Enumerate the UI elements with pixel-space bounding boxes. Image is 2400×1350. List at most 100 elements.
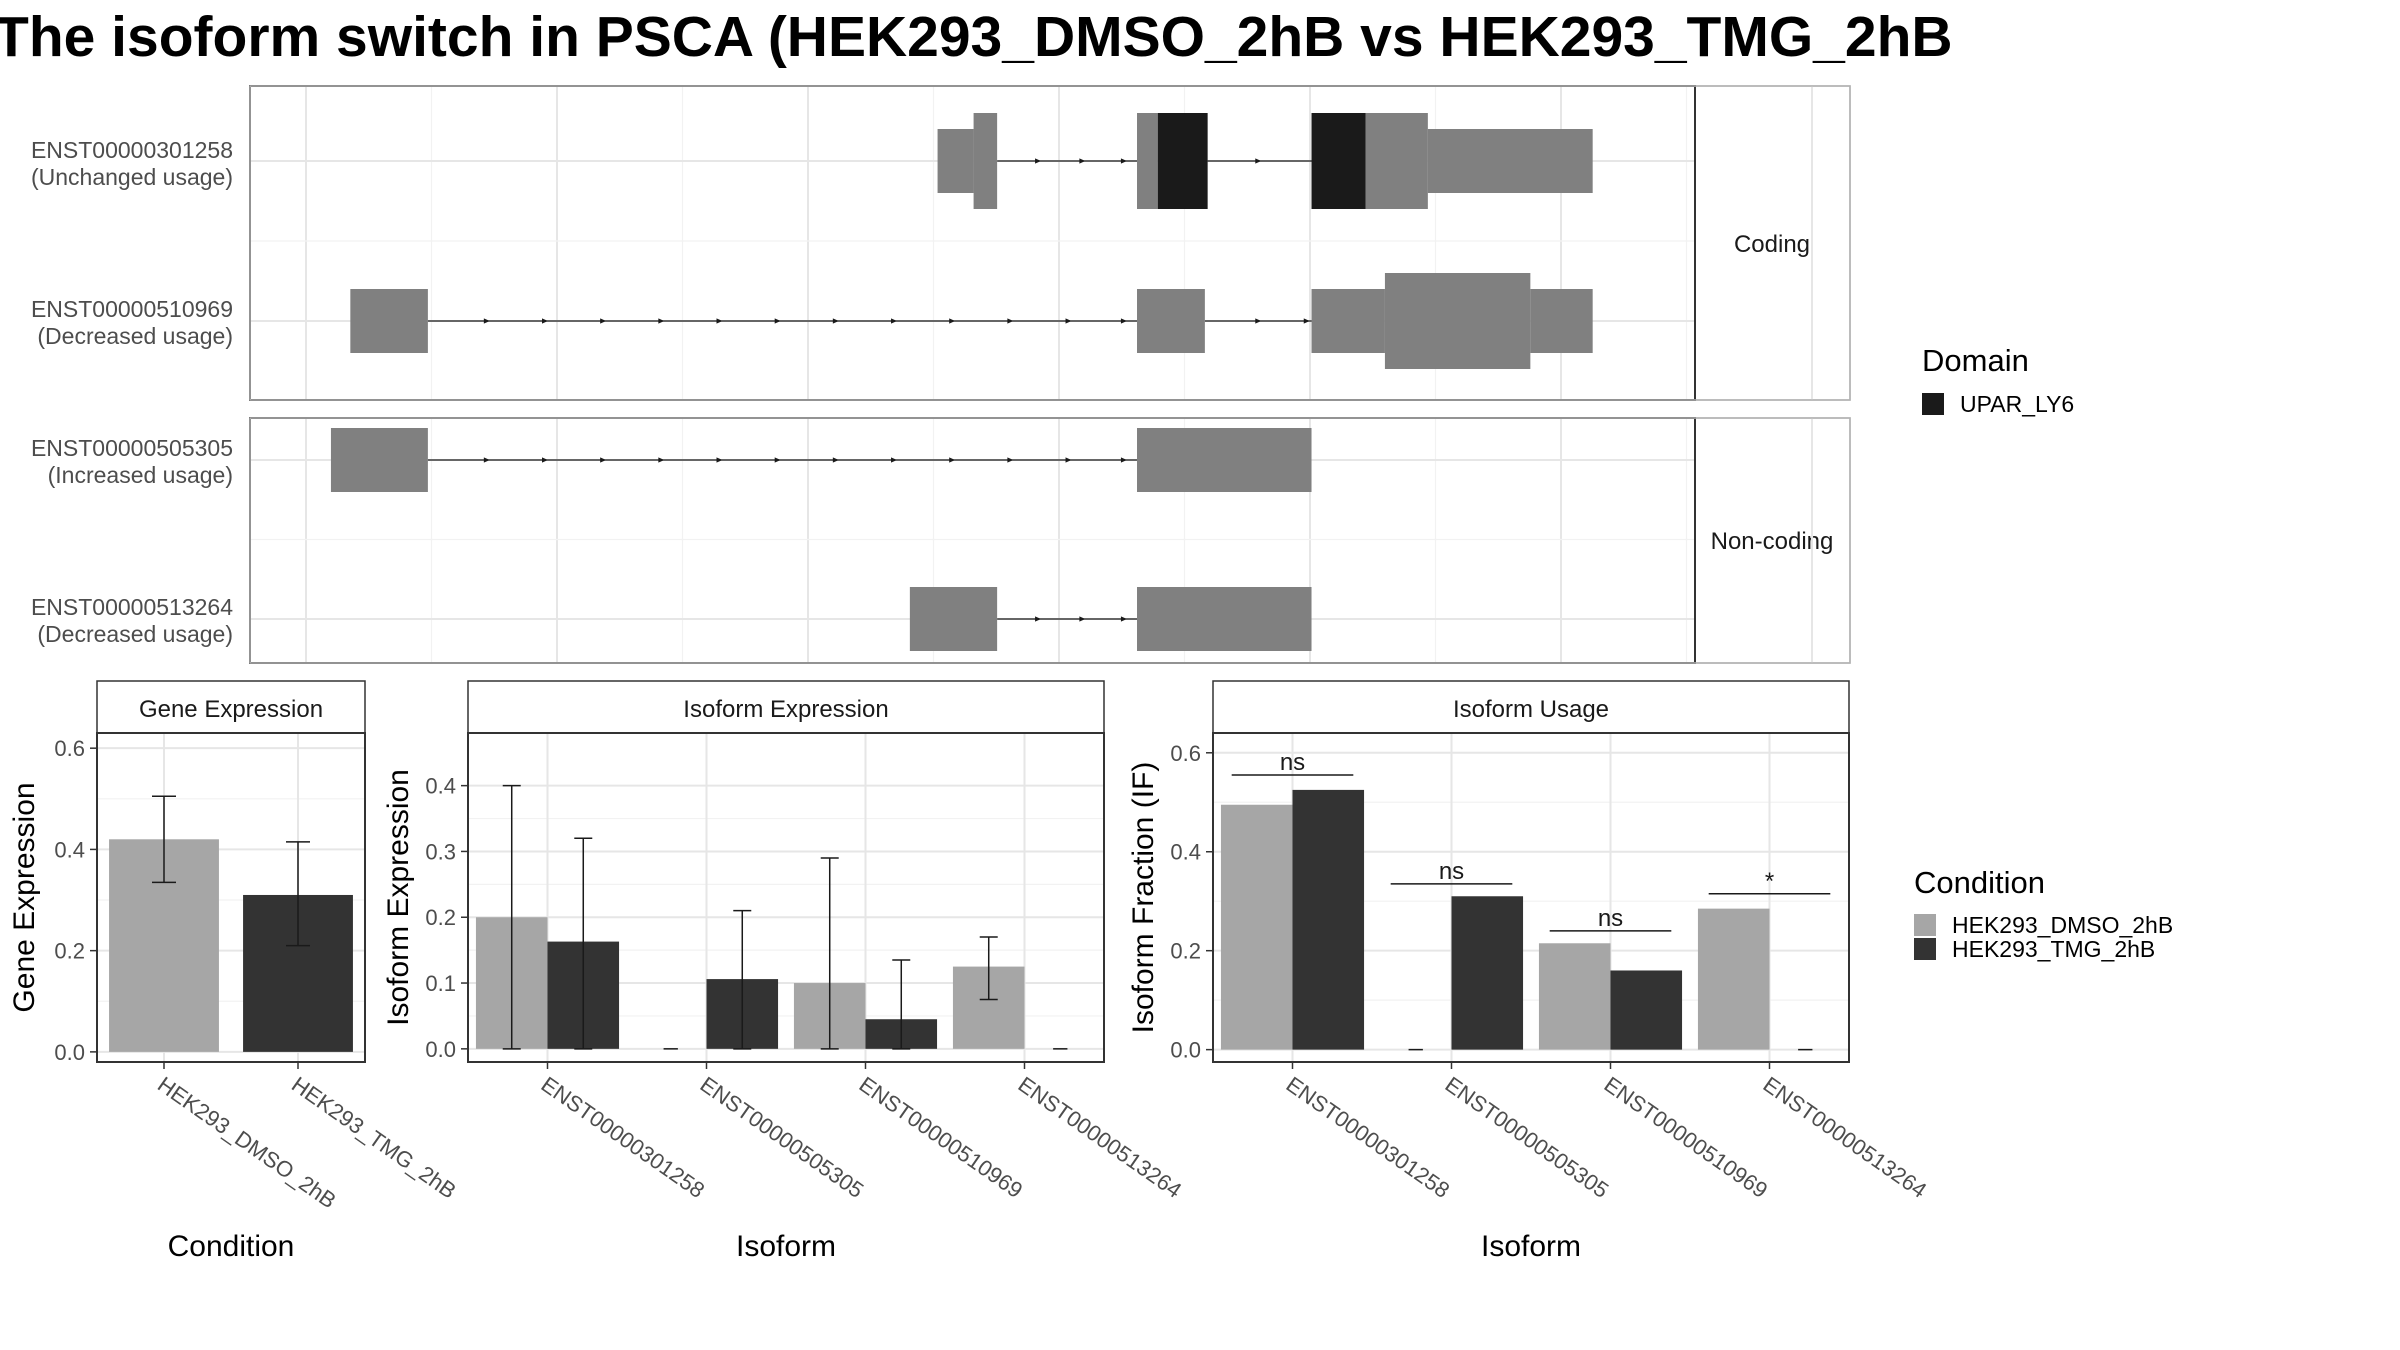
- facet-non-coding: Non-coding: [250, 417, 1851, 664]
- intron-arrow: [1007, 457, 1014, 463]
- x-tick-label: ENST00000505305: [696, 1072, 869, 1203]
- transcript-structure-panel: Coding Non-coding ENST00000301258 (Uncha…: [31, 85, 1851, 664]
- exon: [1427, 129, 1593, 193]
- intron-arrow: [949, 457, 956, 463]
- domain-legend-swatch: [1922, 393, 1944, 415]
- intron-arrow: [600, 318, 607, 324]
- chart-strip-title: Gene Expression: [139, 696, 323, 723]
- intron-arrow: [774, 318, 781, 324]
- x-tick-label: ENST00000301258: [1282, 1072, 1455, 1203]
- intron-arrow: [658, 318, 665, 324]
- figure-title: The isoform switch in PSCA (HEK293_DMSO_…: [0, 5, 1953, 69]
- intron-arrow: [1065, 318, 1072, 324]
- chart-frame: [467, 732, 1105, 1063]
- transcript-labels: ENST00000301258 (Unchanged usage) ENST00…: [31, 137, 233, 647]
- error-bar: [502, 784, 521, 1050]
- exon: [1365, 113, 1428, 209]
- condition-legend: Condition HEK293_DMSO_2hB HEK293_TMG_2hB: [1914, 865, 2173, 962]
- y-tick-label: 0.0: [54, 1040, 85, 1065]
- condition-legend-title: Condition: [1914, 865, 2045, 900]
- transcript-usage-2: (Decreased usage): [37, 323, 233, 349]
- intron-arrow: [891, 318, 898, 324]
- domain-legend-label: UPAR_LY6: [1960, 391, 2074, 417]
- significance-label: *: [1765, 868, 1774, 895]
- error-bar: [733, 909, 752, 1050]
- error-bar: [286, 841, 310, 947]
- intron-arrow: [716, 457, 723, 463]
- intron-arrow: [949, 318, 956, 324]
- x-axis-title: Isoform: [1481, 1230, 1581, 1263]
- x-tick-label: ENST00000513264: [1759, 1072, 1932, 1203]
- x-tick-label: ENST00000510969: [1600, 1072, 1773, 1203]
- y-tick-label: 0.2: [54, 939, 85, 964]
- condition-legend-swatch-1: [1914, 914, 1936, 936]
- facet-non-coding-outline: [249, 417, 1851, 664]
- intron-arrow: [542, 457, 548, 463]
- exon: [1137, 289, 1205, 353]
- transcript-ENST00000513264: [909, 587, 1312, 651]
- intron-arrow: [1079, 616, 1086, 622]
- y-axis-title: Isoform Expression: [382, 769, 415, 1026]
- x-tick-label: ENST00000505305: [1441, 1072, 1614, 1203]
- exon: [350, 289, 428, 353]
- exon: [1137, 113, 1158, 209]
- intron-arrow: [1303, 318, 1310, 324]
- x-axis-title: Isoform: [736, 1230, 836, 1263]
- error-bar: [574, 837, 593, 1050]
- intron-arrow: [1255, 318, 1262, 324]
- domain-legend-title: Domain: [1922, 343, 2029, 378]
- expression-bar-charts: Gene Expression0.00.20.40.6HEK293_DMSO_2…: [8, 680, 1932, 1263]
- error-bar: [979, 936, 998, 1001]
- y-tick-label: 0.6: [54, 736, 85, 761]
- condition-legend-label-1: HEK293_DMSO_2hB: [1952, 912, 2173, 938]
- y-axis-title: Gene Expression: [8, 782, 41, 1012]
- intron-arrow: [600, 457, 607, 463]
- intron-arrow: [716, 318, 723, 324]
- transcript-id-3: ENST00000505305: [31, 435, 233, 461]
- bar: [1610, 970, 1683, 1050]
- significance-label: ns: [1280, 749, 1305, 776]
- intron-arrow: [1120, 318, 1127, 324]
- chart-2: Isoform Expression 0.0 0.1 0.2 0.3 0.4 ENST000…: [382, 680, 1186, 1263]
- intron-arrow: [1065, 457, 1072, 463]
- transcript-usage-3: (Increased usage): [48, 462, 233, 488]
- y-tick-label: 0.1: [425, 971, 456, 996]
- y-tick-label: 0.0: [1170, 1038, 1201, 1063]
- bar: [1292, 789, 1365, 1050]
- intron-arrow: [1079, 158, 1086, 164]
- x-axis-title: Condition: [168, 1230, 295, 1263]
- y-tick-label: 0.4: [425, 774, 456, 799]
- y-tick-label: 0.0: [425, 1037, 456, 1062]
- chart-strip-title: Isoform Expression: [683, 696, 888, 723]
- exon: [909, 587, 998, 651]
- bar: [1697, 908, 1770, 1050]
- transcript-usage-4: (Decreased usage): [37, 621, 233, 647]
- intron-arrow: [832, 457, 839, 463]
- transcript-id-1: ENST00000301258: [31, 137, 233, 163]
- facet-coding: Coding: [250, 85, 1851, 401]
- intron-arrow: [774, 457, 781, 463]
- intron-arrow: [658, 457, 665, 463]
- bar: [1451, 896, 1524, 1050]
- error-bar: [820, 857, 839, 1050]
- intron-arrow: [542, 318, 548, 324]
- bar: [1538, 943, 1611, 1050]
- facet-non-coding-label: Non-coding: [1711, 528, 1834, 555]
- chart-3: Isoform Usage ns ns ns * 0.0 0.2 0.4 0.6 ENST0000…: [1127, 680, 1932, 1263]
- domain-legend: Domain UPAR_LY6: [1922, 343, 2074, 417]
- intron-arrow: [483, 457, 490, 463]
- transcript-ENST00000505305: [330, 428, 1312, 492]
- x-tick-label: ENST00000510969: [855, 1072, 1028, 1203]
- y-tick-label: 0.6: [1170, 741, 1201, 766]
- exon: [1137, 428, 1312, 492]
- intron-arrow: [1035, 616, 1042, 622]
- error-bar: [152, 795, 176, 884]
- exon-domain: [1311, 113, 1366, 209]
- chart-frame: [1212, 732, 1850, 1063]
- exon: [937, 129, 974, 193]
- intron-arrow: [1255, 158, 1262, 164]
- chart-frame: [96, 732, 366, 1063]
- transcript-usage-1: (Unchanged usage): [31, 164, 233, 190]
- exon: [1311, 289, 1385, 353]
